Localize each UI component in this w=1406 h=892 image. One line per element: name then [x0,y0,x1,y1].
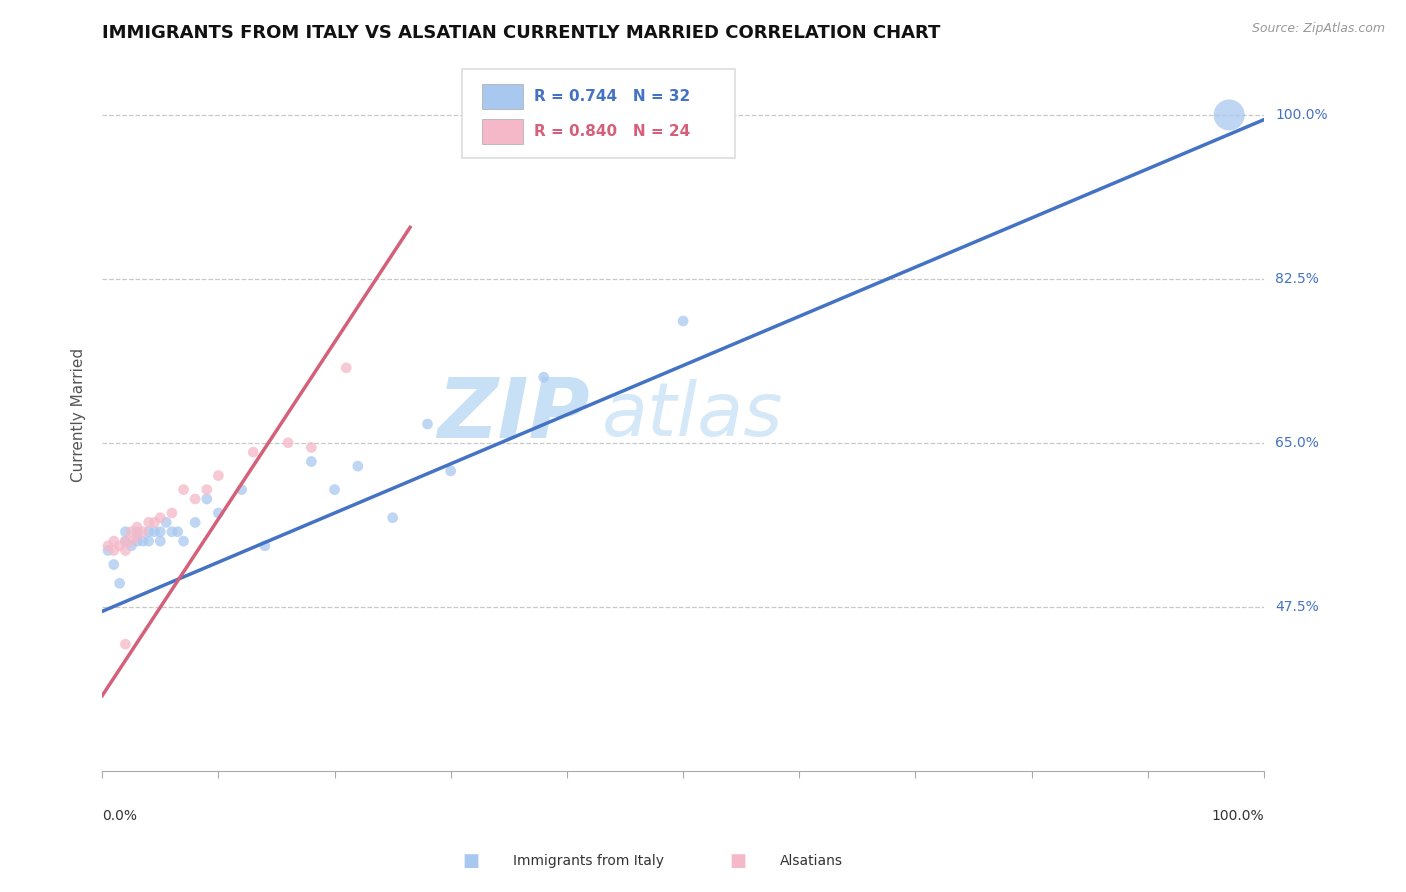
Point [108,576,131,591]
Point [253,539,276,553]
Text: ZIP: ZIP [437,374,591,455]
Point [160,506,183,520]
Text: 0.0%: 0.0% [103,809,138,823]
Text: atlas: atlas [602,379,783,450]
Point [184,491,207,506]
Point [114,637,136,651]
Point [207,506,229,520]
Text: Alsatians: Alsatians [780,854,844,868]
Point [108,539,131,553]
Point [125,520,148,534]
Point [173,534,195,549]
Point [335,360,357,375]
Point [103,543,125,558]
FancyBboxPatch shape [482,120,523,145]
Text: 47.5%: 47.5% [1275,599,1319,614]
Point [440,464,463,478]
Point [114,534,136,549]
Point [103,558,125,572]
Point [1218,108,1240,122]
Point [97,543,120,558]
Point [143,516,166,530]
Point [114,543,136,558]
Point [277,435,299,450]
Point [533,370,555,384]
Point [143,524,166,539]
Point [416,417,439,431]
Point [195,491,218,506]
Point [138,524,160,539]
Point [138,534,160,549]
FancyBboxPatch shape [482,84,523,109]
Point [155,516,177,530]
Point [672,314,695,328]
Point [125,524,148,539]
Point [299,441,322,455]
Point [132,534,155,549]
Point [132,524,155,539]
Point [120,534,142,549]
Text: 100.0%: 100.0% [1275,108,1327,122]
Point [125,529,148,543]
Point [114,524,136,539]
Point [173,483,195,497]
Point [323,483,346,497]
Text: Immigrants from Italy: Immigrants from Italy [513,854,664,868]
Point [381,510,404,524]
Text: ■: ■ [730,852,747,870]
Point [299,454,322,468]
Text: 82.5%: 82.5% [1275,272,1319,285]
Y-axis label: Currently Married: Currently Married [72,348,86,482]
Point [149,524,172,539]
Text: R = 0.744   N = 32: R = 0.744 N = 32 [534,88,690,103]
Point [160,524,183,539]
Text: 65.0%: 65.0% [1275,436,1319,450]
Point [346,459,368,474]
Point [242,445,264,459]
Point [103,534,125,549]
Point [184,516,207,530]
Point [97,539,120,553]
Point [125,534,148,549]
Text: 100.0%: 100.0% [1212,809,1264,823]
Text: IMMIGRANTS FROM ITALY VS ALSATIAN CURRENTLY MARRIED CORRELATION CHART: IMMIGRANTS FROM ITALY VS ALSATIAN CURREN… [103,24,941,42]
Text: Source: ZipAtlas.com: Source: ZipAtlas.com [1251,22,1385,36]
Point [138,516,160,530]
Point [120,539,142,553]
Point [231,483,253,497]
FancyBboxPatch shape [463,70,735,159]
Text: R = 0.840   N = 24: R = 0.840 N = 24 [534,124,690,139]
Text: ■: ■ [463,852,479,870]
Point [195,483,218,497]
Point [166,524,188,539]
Point [114,534,136,549]
Point [120,524,142,539]
Point [207,468,229,483]
Point [149,534,172,549]
Point [149,510,172,524]
